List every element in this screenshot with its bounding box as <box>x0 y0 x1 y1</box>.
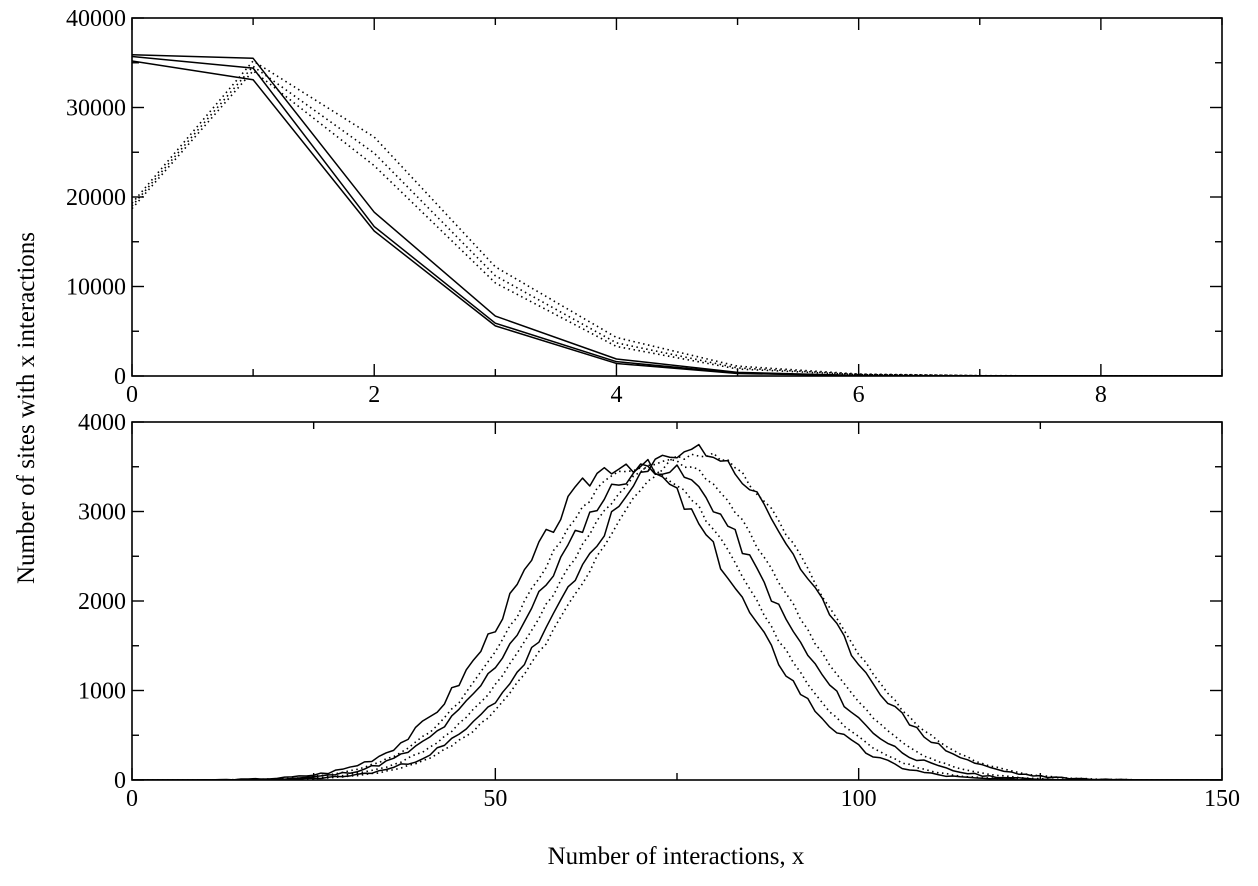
top-series-dotted-4 <box>132 65 1222 376</box>
bottom-series-solid-1 <box>132 463 1222 780</box>
top-series-solid-2 <box>132 60 1222 376</box>
bottom-x-tick-label: 100 <box>841 786 877 812</box>
top-series-dotted-3 <box>132 60 1222 376</box>
top-y-tick-label: 30000 <box>66 96 126 122</box>
top-x-tick-label: 4 <box>610 382 622 408</box>
bottom-series-dotted-4 <box>132 458 1222 780</box>
x-axis-label: Number of interactions, x <box>548 843 805 870</box>
top-y-tick-label: 40000 <box>66 6 126 32</box>
top-x-tick-label: 6 <box>853 382 865 408</box>
top-x-tick-label: 0 <box>126 382 138 408</box>
bottom-series-dotted-3 <box>132 466 1222 780</box>
top-series-solid-0 <box>132 53 1222 376</box>
bottom-y-tick-label: 1000 <box>78 679 126 705</box>
bottom-y-tick-label: 4000 <box>78 410 126 436</box>
bottom-series-dotted-5 <box>132 452 1222 780</box>
bottom-series-solid-0 <box>132 458 1222 780</box>
top-y-tick-label: 10000 <box>66 275 126 301</box>
top-panel: 0 2 4 6 8 0 10000 20000 30000 40000 <box>66 6 1223 408</box>
bottom-plot-frame <box>131 421 1223 781</box>
bottom-y-tick-label: 0 <box>114 768 126 794</box>
top-y-tick-label: 0 <box>114 364 126 390</box>
bottom-x-tick-label: 0 <box>126 786 138 812</box>
bottom-x-tick-label: 150 <box>1204 786 1240 812</box>
top-x-tick-label: 2 <box>368 382 380 408</box>
top-series-solid-1 <box>132 55 1222 376</box>
y-axis-label: Number of sites with x interactions <box>13 232 40 584</box>
top-plot-frame <box>131 17 1223 377</box>
top-series-group <box>132 53 1222 376</box>
top-y-tick-label: 20000 <box>66 185 126 211</box>
bottom-series-group <box>132 443 1222 780</box>
bottom-y-tick-label: 2000 <box>78 589 126 615</box>
top-series-dotted-5 <box>132 70 1222 376</box>
bottom-panel: 0 50 100 150 0 1000 2000 3000 4000 <box>78 410 1240 812</box>
bottom-x-tick-label: 50 <box>483 786 507 812</box>
bottom-y-tick-label: 3000 <box>78 500 126 526</box>
top-x-tick-label: 8 <box>1095 382 1107 408</box>
bottom-series-solid-2 <box>132 443 1222 780</box>
